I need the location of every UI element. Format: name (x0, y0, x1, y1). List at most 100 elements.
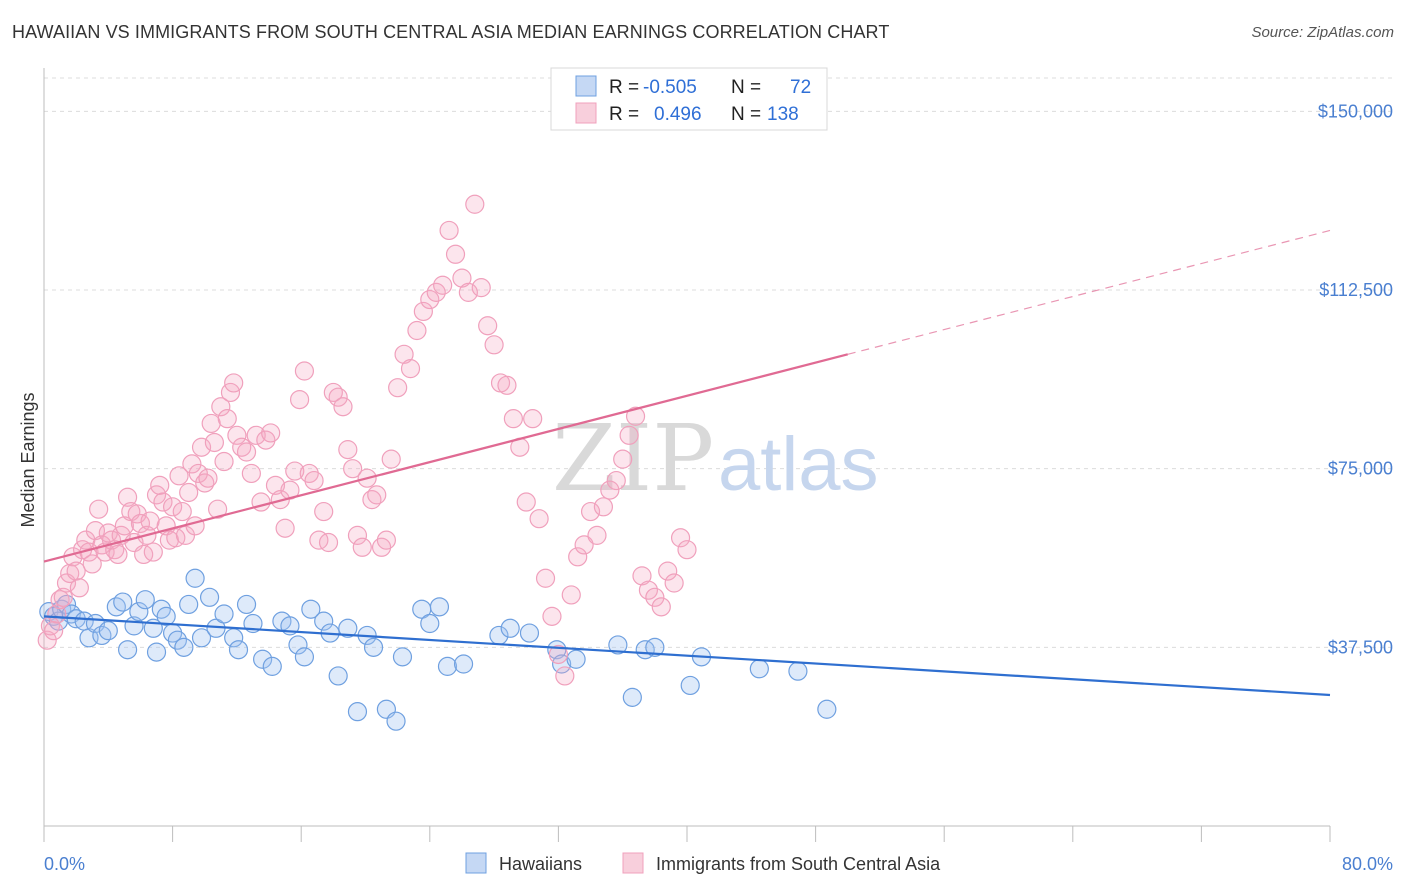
immigrants-n-value: 138 (767, 104, 799, 125)
immigrants-point (69, 578, 89, 598)
immigrants-point (246, 425, 266, 445)
immigrants-point (600, 480, 620, 500)
hawaiians-point (328, 666, 348, 686)
hawaiians-n-value: 72 (790, 77, 811, 98)
hawaiians-point (453, 654, 474, 674)
hawaiians-point (301, 599, 321, 619)
immigrants-point (343, 459, 363, 479)
hawaiians-point (288, 635, 308, 655)
immigrants-point (150, 475, 170, 495)
immigrants-point (188, 463, 208, 484)
hawaiians-point (167, 630, 188, 650)
hawaiians-point (622, 687, 642, 707)
immigrants-trend-line (43, 353, 849, 563)
immigrants-point (606, 470, 626, 491)
y-tick-label: $150,000 (1318, 101, 1393, 121)
bottom-legend: Hawaiians Immigrants from South Central … (465, 852, 941, 874)
immigrants-point (191, 437, 212, 457)
immigrants-point (458, 282, 478, 302)
hawaiians-point (294, 647, 315, 667)
x-tick-label: 0.0% (44, 854, 85, 874)
immigrants-point (439, 220, 459, 241)
axes (43, 68, 1331, 842)
hawaiians-r-value: -0.505 (643, 77, 697, 98)
immigrants-point (535, 568, 556, 588)
immigrants-point (153, 492, 173, 512)
immigrants-point (426, 282, 446, 302)
immigrants-point (208, 499, 228, 519)
hawaiians-point (749, 659, 769, 679)
hawaiians-point (386, 711, 406, 731)
stats-legend-box (550, 67, 828, 131)
immigrants-point (185, 516, 205, 536)
immigrants-point (367, 485, 387, 505)
immigrants-point (638, 580, 659, 600)
immigrants-point (140, 511, 160, 531)
hawaiians-point (156, 606, 176, 626)
immigrants-point (236, 442, 257, 462)
y-axis-tick-labels: $37,500 $75,000 $112,500 $150,000 (1318, 101, 1393, 657)
watermark-atlas: atlas (718, 422, 879, 507)
immigrants-point (328, 387, 348, 407)
immigrants-point (625, 406, 646, 426)
immigrants-point (593, 497, 614, 517)
immigrants-point (658, 561, 678, 581)
immigrants-point (227, 425, 247, 445)
immigrants-point (523, 409, 543, 429)
hawaiians-point (338, 618, 358, 638)
immigrants-point (503, 409, 523, 429)
immigrants-point (619, 425, 639, 445)
immigrants-point (50, 590, 70, 610)
immigrants-point (388, 378, 408, 398)
immigrants-point (314, 501, 334, 522)
immigrants-swatch (575, 102, 597, 124)
hawaiians-point (680, 675, 700, 696)
hawaiians-point (253, 649, 273, 669)
hawaiians-point (236, 594, 257, 615)
hawaiians-point (185, 568, 205, 588)
hawaiians-point (566, 649, 586, 669)
immigrants-point (580, 501, 601, 522)
hawaiians-point (129, 602, 149, 622)
chart-title: HAWAIIAN VS IMMIGRANTS FROM SOUTH CENTRA… (12, 22, 890, 42)
hawaiians-point (347, 702, 368, 722)
immigrants-point (413, 301, 433, 322)
hawaiians-point (788, 661, 808, 681)
immigrants-point (163, 497, 183, 517)
immigrants-point (651, 597, 671, 617)
hawaiians-point (429, 597, 450, 617)
immigrants-point (143, 542, 163, 562)
x-axis-tick-labels: 0.0% 80.0% (44, 854, 1393, 874)
legend-hawaiians-label: Hawaiians (499, 854, 582, 874)
hawaiians-point (214, 604, 234, 624)
hawaiians-point (392, 647, 413, 667)
hawaiians-trend-line (43, 615, 1331, 697)
immigrants-point (285, 461, 305, 481)
hawaiians-point (420, 613, 440, 634)
immigrants-point (548, 644, 569, 665)
stats-legend: R = -0.505 N = 72 R = 0.496 N = 138 (550, 67, 828, 131)
immigrants-point (376, 530, 396, 550)
hawaiians-point (199, 587, 220, 607)
immigrants-trend-extension (847, 229, 1331, 355)
immigrants-point (172, 501, 192, 522)
hawaiians-point (262, 656, 282, 676)
immigrants-point (304, 470, 324, 491)
immigrants-point (241, 463, 261, 484)
hawaiians-point (174, 637, 194, 657)
immigrants-point (37, 630, 57, 650)
immigrants-point (53, 587, 73, 607)
immigrants-point (632, 566, 652, 586)
data-points (37, 194, 837, 731)
immigrants-point (82, 554, 102, 574)
immigrants-point (574, 535, 594, 555)
hawaiians-point (117, 640, 138, 660)
immigrants-point (261, 423, 281, 443)
immigrants-point (568, 547, 588, 567)
legend-immigrants-label: Immigrants from South Central Asia (656, 854, 941, 874)
immigrants-point (204, 432, 224, 453)
immigrants-point (265, 475, 286, 495)
immigrants-r-value: 0.496 (654, 104, 702, 125)
hawaiians-point (645, 637, 665, 657)
